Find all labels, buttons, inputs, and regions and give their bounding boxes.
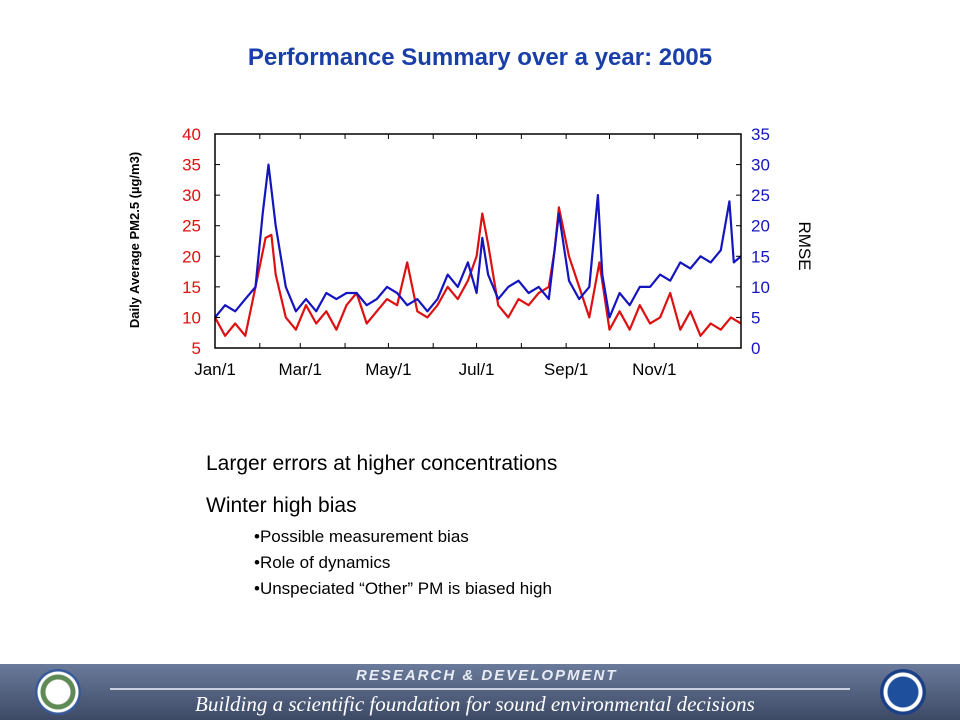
y-left-tick-label: 5 [192,339,201,358]
sub-bullet-list: •Possible measurement bias •Role of dyna… [254,524,557,602]
footer-tagline: Building a scientific foundation for sou… [195,692,755,716]
slide-title: Performance Summary over a year: 2005 [247,44,713,71]
bullet-larger-errors: Larger errors at higher concentrations [206,452,558,475]
y-right-tick-label: 10 [751,278,770,297]
y-left-tick-label: 15 [182,278,201,297]
x-tick-label: May/1 [365,360,411,379]
y-right-tick-label: 35 [751,125,770,144]
rmse-series-line [214,163,742,319]
y-left-tick-label: 30 [182,186,201,205]
footer-divider [110,688,850,690]
pm25-series-line [214,206,742,337]
tick-marks [214,133,741,349]
sub-bullet-measurement-bias: •Possible measurement bias [254,527,469,546]
bullet-winter-bias: Winter high bias [206,494,357,517]
y-right-tick-label: 15 [751,247,770,266]
y-left-tick-label: 10 [182,308,201,327]
y-right-tick-label: 5 [751,308,760,327]
x-tick-label: Jan/1 [194,360,236,379]
y-right-tick-label: 25 [751,186,770,205]
x-tick-label: Sep/1 [544,360,588,379]
tick-labels: 5 10 15 20 25 30 35 40 0 5 10 15 20 25 30 35 Jan/1 Mar/1 M… [182,125,770,379]
y-left-tick-label: 20 [182,247,201,266]
x-tick-label: Mar/1 [279,360,322,379]
y-right-tick-label: 20 [751,217,770,236]
y-right-tick-label: 30 [751,156,770,175]
epa-seal-icon [35,669,81,715]
footer-research-label: RESEARCH & DEVELOPMENT [356,667,618,684]
plot-frame [214,133,742,349]
y-left-tick-label: 35 [182,156,201,175]
x-tick-label: Nov/1 [632,360,676,379]
series-layer [214,163,742,337]
y-right-tick-label: 0 [751,339,760,358]
noaa-logo-icon [880,669,926,715]
footer-banner: RESEARCH & DEVELOPMENT Building a scient… [0,664,960,720]
bullet-list: Larger errors at higher concentrations W… [206,452,557,602]
y-right-axis-label: RMSE [795,221,814,270]
sub-bullet-dynamics: •Role of dynamics [254,553,391,572]
x-tick-label: Jul/1 [459,360,495,379]
sub-bullet-unspeciated: •Unspeciated “Other” PM is biased high [254,579,552,598]
y-left-tick-label: 25 [182,217,201,236]
y-left-axis-label: Daily Average PM2.5 (µg/m3) [127,152,142,328]
pm25-rmse-chart: 5 10 15 20 25 30 35 40 0 5 10 15 20 25 30 35 Jan/1 Mar/1 M… [127,125,814,379]
y-left-tick-label: 40 [182,125,201,144]
